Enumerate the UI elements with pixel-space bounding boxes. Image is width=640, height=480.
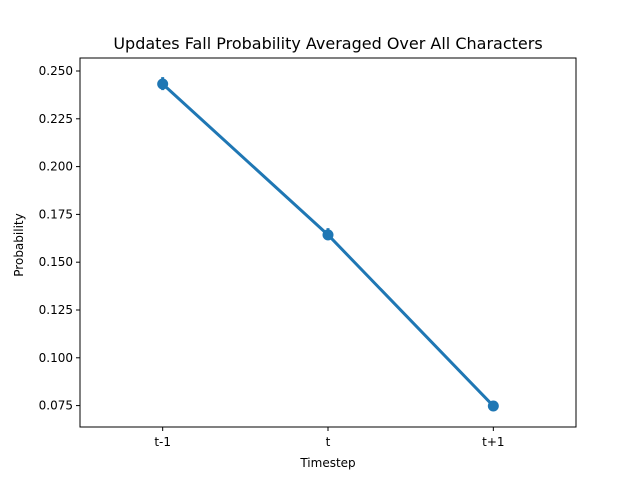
data-point — [487, 400, 499, 412]
y-tick-label: 0.225 — [39, 112, 73, 126]
y-tick-label: 0.100 — [39, 351, 73, 365]
y-tick-label: 0.075 — [39, 399, 73, 413]
y-axis-label: Probability — [12, 213, 26, 276]
x-tick-label: t-1 — [154, 435, 171, 449]
data-point — [322, 229, 334, 241]
y-tick-label: 0.150 — [39, 255, 73, 269]
y-tick-label: 0.125 — [39, 303, 73, 317]
plot-frame — [79, 57, 577, 428]
y-tick-label: 0.200 — [39, 160, 73, 174]
series-line — [161, 82, 495, 408]
y-tick-label: 0.250 — [39, 64, 73, 78]
data-point — [157, 78, 169, 90]
y-tick-label: 0.175 — [39, 207, 73, 221]
chart-title: Updates Fall Probability Averaged Over A… — [113, 34, 542, 53]
x-tick-label: t+1 — [482, 435, 504, 449]
x-axis-label: Timestep — [299, 456, 355, 470]
plot-area: 0.250 0.225 0.200 0.175 0.150 0.125 0.100 0.075… — [39, 57, 577, 449]
x-tick-label: t — [326, 435, 331, 449]
